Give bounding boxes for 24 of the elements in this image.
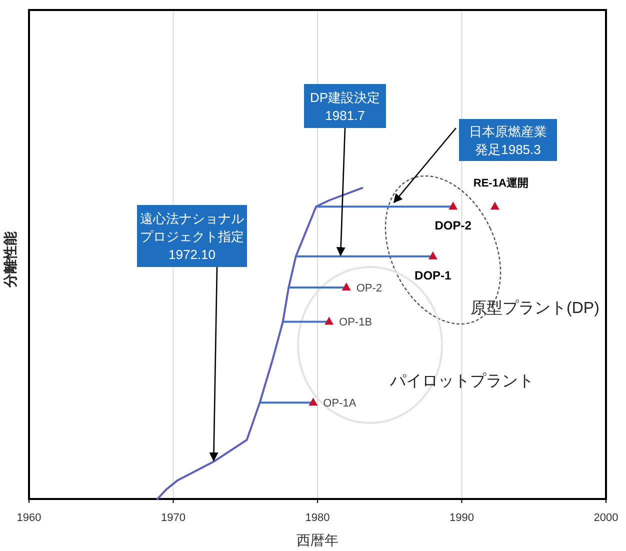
- point: [324, 316, 334, 325]
- x-tick-label: 1960: [16, 512, 42, 524]
- x-tick-label: 1980: [305, 512, 330, 524]
- annotation: RE-1A運開: [473, 176, 528, 190]
- point: [490, 202, 500, 210]
- point: [308, 398, 318, 406]
- x-tick-label: 2000: [594, 512, 618, 524]
- annotation: DOP-2: [434, 218, 472, 233]
- annotation: 遠心法ナショナルプロジェクト指定 1972.10: [140, 211, 244, 262]
- annotation: パイロットプラント: [389, 372, 534, 390]
- annotation: OP-2: [356, 282, 382, 294]
- annotation: 原型プラント(DP): [470, 299, 600, 317]
- y-axis-title: 分離性能: [2, 230, 18, 288]
- annotation: OP-1A: [323, 398, 357, 410]
- annotation: DOP-1: [414, 268, 452, 282]
- point: [448, 202, 458, 210]
- point: [342, 282, 351, 290]
- x-tick-label: 1990: [450, 512, 474, 524]
- x-axis-title: 西暦年: [296, 532, 338, 548]
- annotation: DP建設決定 1981.7: [310, 90, 380, 123]
- annotation: OP-1B: [339, 316, 372, 329]
- x-tick-label: 1970: [161, 512, 186, 524]
- annotation: 日本原燃産業発足1985.3: [469, 124, 547, 157]
- point: [428, 251, 438, 260]
